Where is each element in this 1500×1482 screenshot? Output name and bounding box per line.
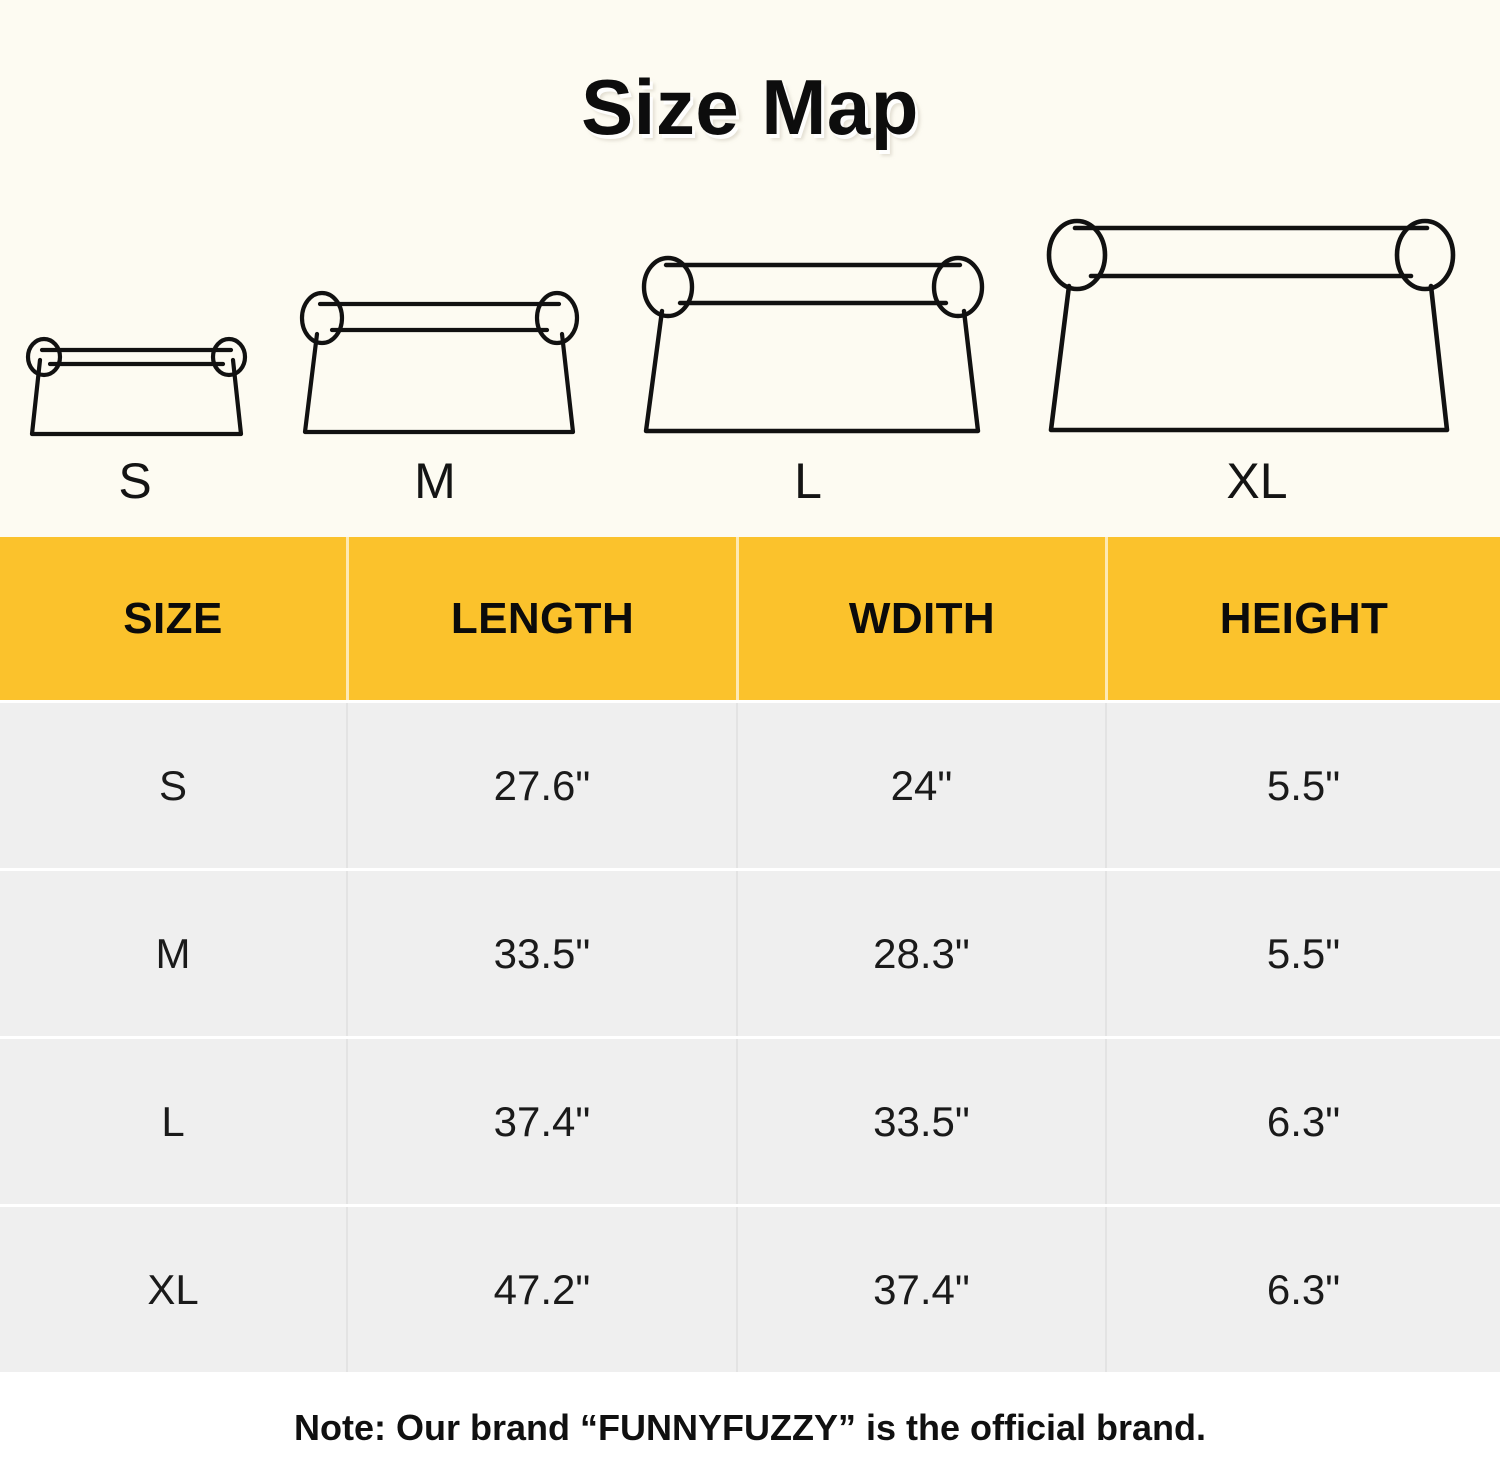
cell-size: M [155, 929, 191, 977]
cell-height: 5.5" [1105, 703, 1500, 868]
cell-width: 28.3" [736, 871, 1105, 1036]
bed-illustration-row [0, 190, 1500, 440]
cell-width: 33.5" [736, 1039, 1105, 1204]
table-header-row: SIZE LENGTH WDITH HEIGHT [0, 537, 1500, 700]
column-header-width: WDITH [736, 537, 1105, 700]
bed-illustration-s [18, 320, 255, 440]
table-row: XL 47.2" 37.4" 6.3" [0, 1207, 1500, 1372]
cell-length: 37.4" [346, 1039, 736, 1204]
cell-size: XL [147, 1265, 199, 1313]
hero-panel: Size Map [0, 0, 1500, 537]
size-caption-m: M [414, 453, 456, 509]
cell-size: L [161, 1097, 185, 1145]
table-row: S 27.6" 24" 5.5" [0, 703, 1500, 868]
cell-height: 6.3" [1105, 1039, 1500, 1204]
column-header-size: SIZE [123, 593, 223, 643]
brand-note: Note: Our brand “FUNNYFUZZY” is the offi… [293, 1407, 1207, 1448]
table-row: M 33.5" 28.3" 5.5" [0, 871, 1500, 1036]
column-header-length: LENGTH [346, 537, 736, 700]
cell-height: 5.5" [1105, 871, 1500, 1036]
size-caption-s: S [118, 453, 152, 509]
size-chart-table: SIZE LENGTH WDITH HEIGHT S 27.6" 24" 5.5… [0, 537, 1500, 1372]
cell-width: 37.4" [736, 1207, 1105, 1372]
cell-width: 24" [736, 703, 1105, 868]
table-row: L 37.4" 33.5" 6.3" [0, 1039, 1500, 1204]
pet-bed-outline-icon [18, 320, 255, 440]
size-caption-xl: XL [1226, 453, 1288, 509]
cell-length: 33.5" [346, 871, 736, 1036]
cell-size: S [158, 761, 187, 809]
cell-height: 6.3" [1105, 1207, 1500, 1372]
pet-bed-outline-icon [1035, 208, 1465, 440]
size-caption-row: S M L XL [0, 455, 1500, 517]
pet-bed-outline-icon [632, 245, 994, 440]
cell-length: 27.6" [346, 703, 736, 868]
cell-length: 47.2" [346, 1207, 736, 1372]
column-header-height: HEIGHT [1105, 537, 1500, 700]
bed-illustration-l [632, 245, 994, 440]
pet-bed-outline-icon [292, 282, 587, 440]
bed-illustration-xl [1035, 208, 1465, 440]
page-title: Size Map [581, 63, 919, 151]
bed-illustration-m [292, 282, 587, 440]
size-caption-l: L [794, 453, 822, 509]
